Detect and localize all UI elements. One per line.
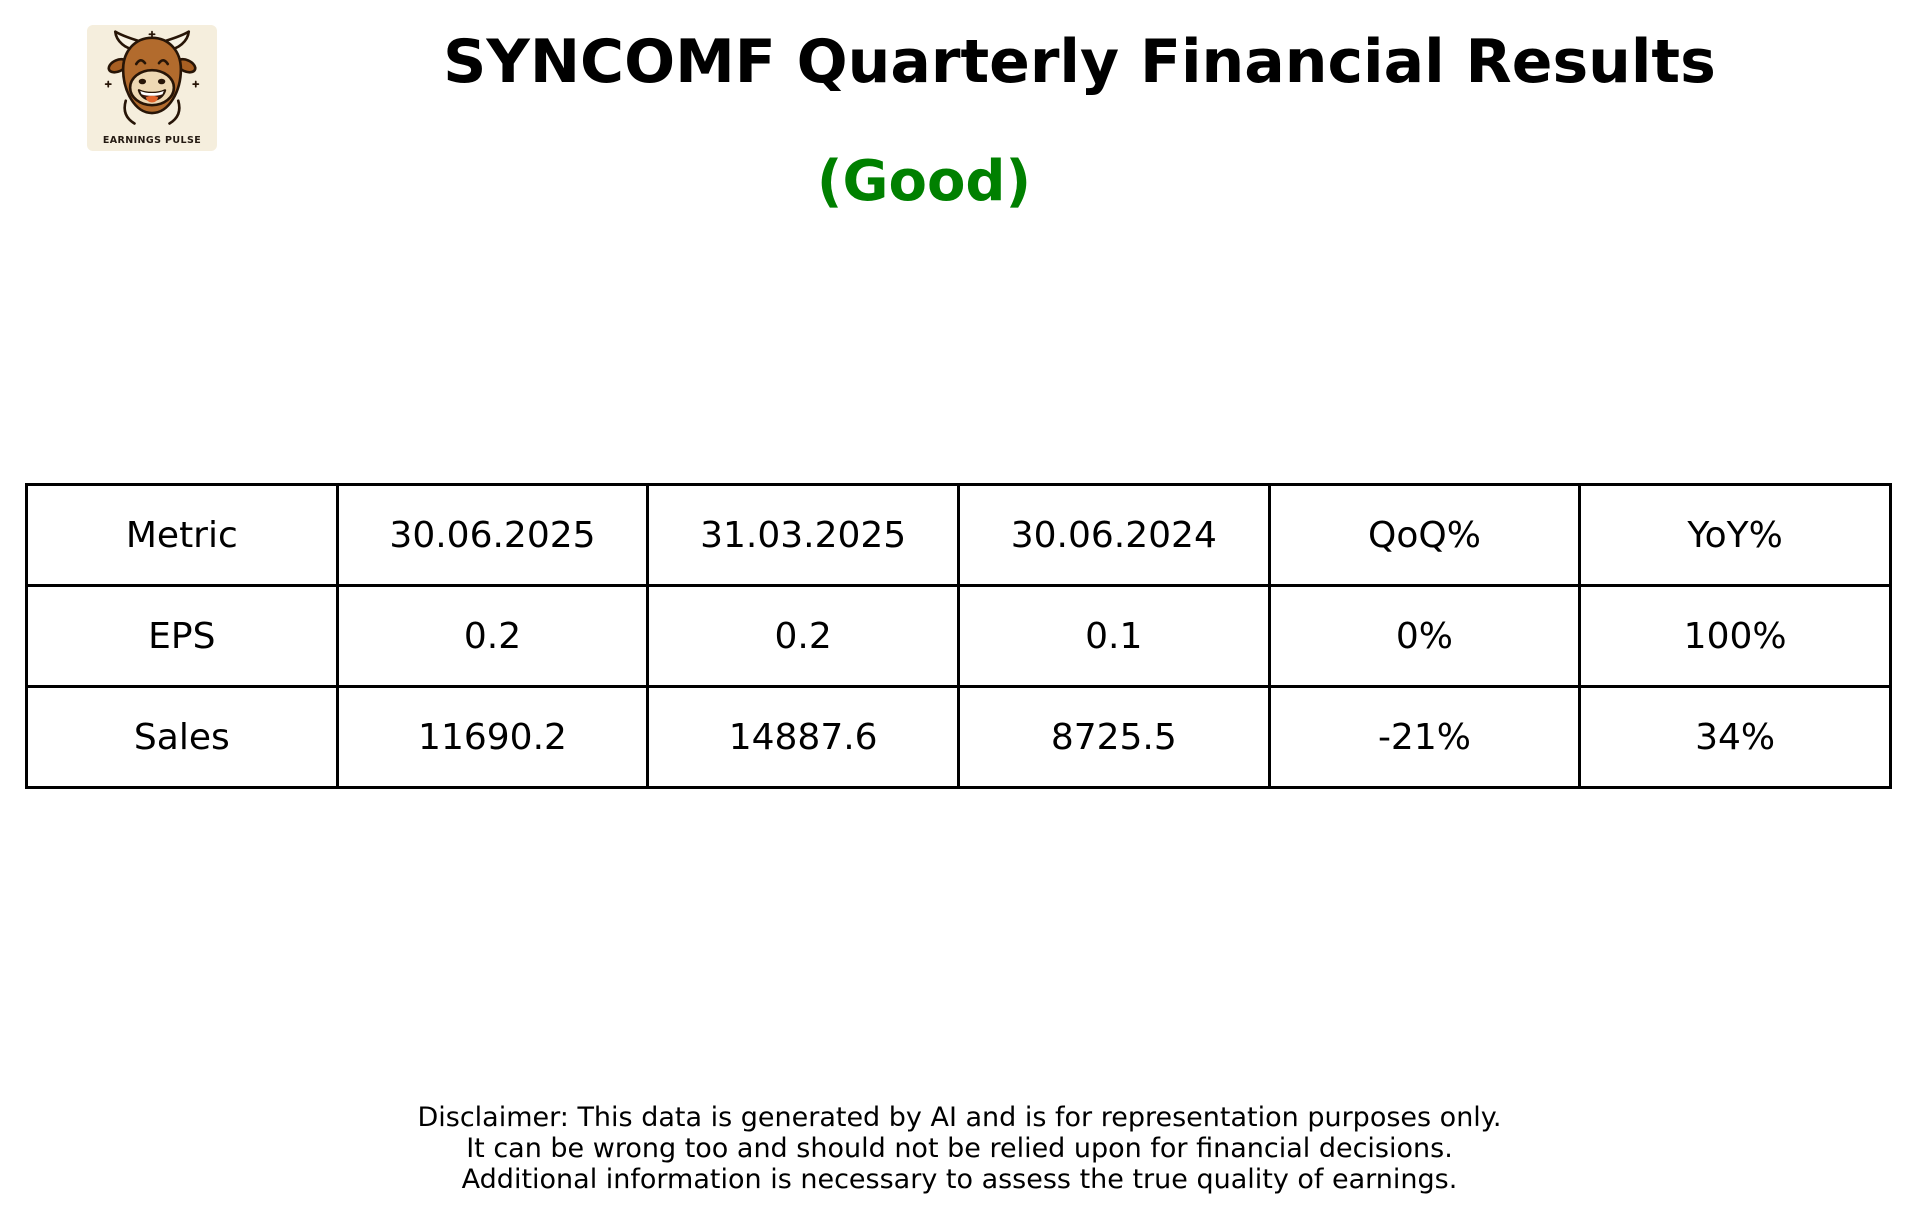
- sales-value-previous: 14887.6: [646, 685, 960, 789]
- column-header-q-current: 30.06.2025: [335, 483, 650, 587]
- financial-results-table: Metric 30.06.2025 31.03.2025 30.06.2024 …: [25, 483, 1892, 789]
- disclaimer: Disclaimer: This data is generated by AI…: [0, 1102, 1919, 1195]
- eps-qoq-change: 0%: [1267, 584, 1582, 688]
- table-row-eps: EPS 0.2 0.2 0.1 0% 100%: [25, 584, 1892, 688]
- sales-value-current: 11690.2: [335, 685, 650, 789]
- column-header-q-previous: 31.03.2025: [646, 483, 960, 587]
- disclaimer-line-3: Additional information is necessary to a…: [461, 1164, 1458, 1195]
- disclaimer-line-1: Disclaimer: This data is generated by AI…: [417, 1102, 1502, 1133]
- column-header-qoq: QoQ%: [1267, 483, 1582, 587]
- brand-name: EARNINGS PULSE: [102, 135, 202, 146]
- earnings-pulse-logo: EARNINGS PULSE: [87, 25, 217, 151]
- sales-value-yearago: 8725.5: [956, 685, 1271, 789]
- eps-value-previous: 0.2: [646, 584, 960, 688]
- eps-value-yearago: 0.1: [956, 584, 1271, 688]
- sales-qoq-change: -21%: [1267, 685, 1582, 789]
- sales-yoy-change: 34%: [1578, 685, 1892, 789]
- eps-metric-label: EPS: [25, 584, 339, 688]
- column-header-q-yearago: 30.06.2024: [956, 483, 1271, 587]
- column-header-yoy: YoY%: [1578, 483, 1892, 587]
- sales-metric-label: Sales: [25, 685, 339, 789]
- table-header-row: Metric 30.06.2025 31.03.2025 30.06.2024 …: [25, 483, 1892, 587]
- laughing-bull-icon: [104, 30, 200, 125]
- eps-yoy-change: 100%: [1578, 584, 1892, 688]
- disclaimer-line-2: It can be wrong too and should not be re…: [466, 1133, 1453, 1164]
- page-title: SYNCOMF Quarterly Financial Results: [443, 27, 1716, 97]
- column-header-metric: Metric: [25, 483, 339, 587]
- eps-value-current: 0.2: [335, 584, 650, 688]
- verdict-label: (Good): [816, 149, 1032, 214]
- table-row-sales: Sales 11690.2 14887.6 8725.5 -21% 34%: [25, 685, 1892, 789]
